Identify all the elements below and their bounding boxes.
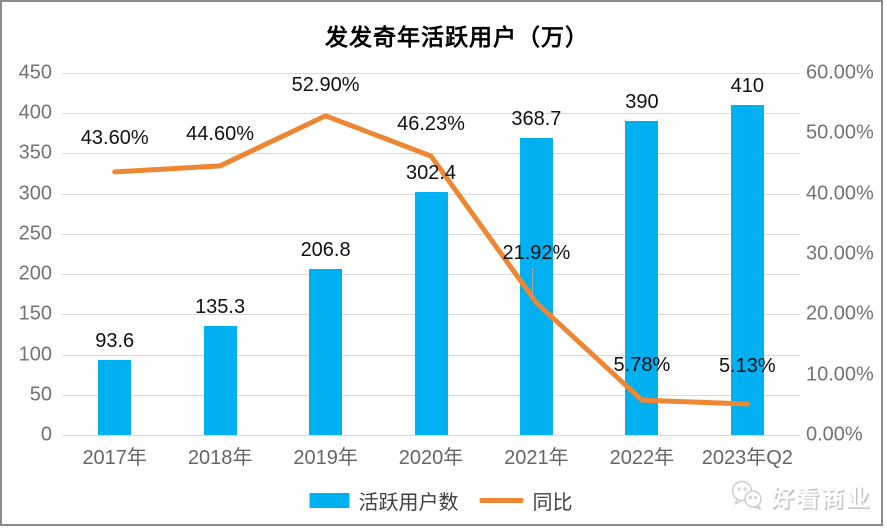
bar	[625, 121, 659, 435]
y-axis-right-tick: 20.00%	[806, 302, 874, 325]
bar-data-label: 390	[625, 91, 659, 114]
chart-title: 发发奇年活跃用户（万）	[325, 24, 589, 50]
bar	[203, 326, 237, 435]
line-data-label: 21.92%	[502, 241, 571, 264]
bar	[519, 138, 553, 435]
legend-line-swatch	[479, 498, 524, 503]
gridline	[62, 153, 800, 155]
legend: 活跃用户数 同比	[309, 486, 573, 515]
y-axis-left-tick: 150	[18, 302, 52, 325]
bar-data-label: 302.4	[405, 161, 457, 184]
line-data-label: 46.23%	[397, 113, 465, 136]
x-axis-label: 2017年	[82, 447, 147, 469]
bar	[730, 105, 764, 435]
y-axis-left-tick: 350	[18, 141, 52, 164]
y-axis-left-tick: 0	[40, 423, 52, 446]
bar-data-label: 410	[730, 75, 764, 98]
bar-data-label: 206.8	[300, 238, 351, 261]
gridline	[62, 73, 800, 74]
bar-data-label: 93.6	[95, 329, 135, 352]
y-axis-right-tick: 50.00%	[806, 121, 874, 144]
bar	[414, 191, 448, 435]
line-data-label: 5.13%	[718, 355, 776, 377]
legend-bar-swatch	[309, 493, 350, 508]
chat-bubbles-icon	[731, 480, 762, 510]
line-data-label: 44.60%	[186, 122, 255, 145]
y-axis-right-tick: 30.00%	[806, 242, 874, 265]
y-axis-left-tick: 100	[18, 343, 52, 366]
bar-data-label: 368.7	[511, 108, 562, 131]
y-axis-right-tick: 10.00%	[806, 363, 874, 386]
x-axis-label: 2018年	[187, 447, 253, 469]
y-axis-left-tick: 300	[18, 182, 52, 205]
y-axis-left-tick: 200	[18, 262, 52, 285]
bar	[309, 268, 343, 435]
label-leader-line	[532, 267, 534, 297]
line-data-label: 5.78%	[613, 354, 671, 377]
x-axis-label: 2019年	[293, 447, 358, 469]
y-axis-right-tick: 60.00%	[806, 61, 874, 84]
bar	[98, 359, 132, 435]
watermark-label: 好看商业	[771, 485, 871, 511]
line-data-label: 43.60%	[80, 126, 149, 149]
bar-data-label: 135.3	[195, 296, 246, 319]
x-axis-label: 2020年	[398, 447, 464, 469]
watermark: 好看商业	[729, 479, 871, 513]
y-axis-left-tick: 400	[18, 101, 52, 124]
y-axis-left-tick: 250	[18, 222, 52, 245]
y-axis-right-tick: 40.00%	[806, 182, 874, 205]
legend-bar-label: 活跃用户数	[358, 492, 459, 514]
x-axis-label: 2021年	[504, 447, 569, 469]
x-axis-label: 2022年	[609, 447, 675, 469]
y-axis-right-tick: 0.00%	[806, 423, 863, 446]
y-axis-left-tick: 450	[18, 61, 52, 84]
x-axis-label: 2023年Q2	[701, 447, 793, 469]
line-data-label: 52.90%	[291, 73, 360, 96]
legend-line-label: 同比	[532, 492, 573, 514]
gridline	[62, 435, 800, 436]
y-axis-left-tick: 50	[29, 383, 52, 406]
